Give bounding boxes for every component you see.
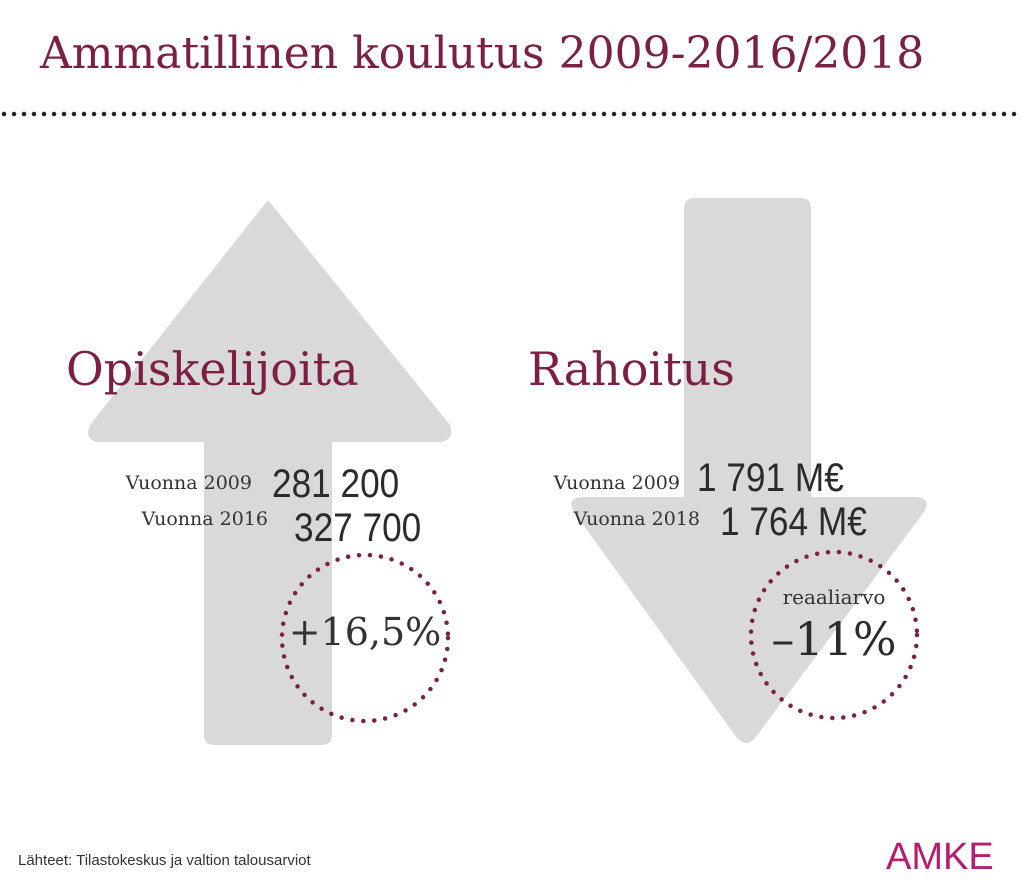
dotted-divider — [1, 111, 1023, 117]
students-year-2009-label: Vuonna 2009 — [125, 472, 252, 494]
arrow-down-icon — [571, 198, 927, 743]
students-year-2016-label: Vuonna 2016 — [141, 508, 268, 530]
students-year-2016-value: 327 700 — [294, 506, 422, 550]
funding-change-value: –11% — [771, 612, 897, 666]
funding-year-2018-label: Vuonna 2018 — [573, 508, 700, 530]
students-change-value: +16,5% — [288, 610, 442, 654]
funding-year-2009-value: 1 791 M€ — [697, 456, 844, 500]
funding-year-2009-label: Vuonna 2009 — [553, 472, 680, 494]
students-change-circle — [279, 552, 451, 724]
funding-change-circle — [748, 549, 920, 721]
funding-change-label: reaaliarvo — [782, 585, 886, 609]
arrow-up-icon — [88, 200, 452, 745]
amke-logo: AMKE — [886, 836, 994, 878]
page-title: Ammatillinen koulutus 2009-2016/2018 — [40, 28, 925, 79]
students-year-2009-value: 281 200 — [272, 462, 400, 506]
students-heading: Opiskelijoita — [66, 342, 359, 396]
funding-heading: Rahoitus — [528, 342, 735, 396]
source-note: Lähteet: Tilastokeskus ja valtion talous… — [18, 852, 311, 869]
funding-year-2018-value: 1 764 M€ — [720, 500, 867, 544]
